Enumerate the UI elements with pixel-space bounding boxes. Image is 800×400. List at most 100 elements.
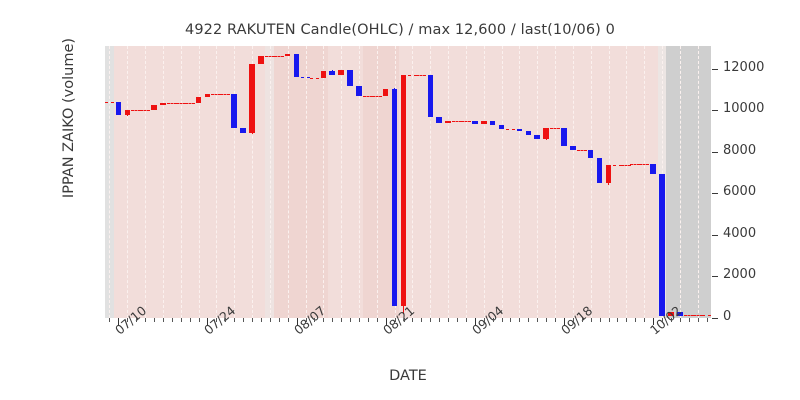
candle-body	[347, 69, 353, 87]
candle-body	[668, 311, 674, 316]
candle-doji	[166, 103, 177, 105]
candle-doji	[461, 120, 471, 122]
x-tick-major	[653, 318, 655, 325]
candle-doji	[371, 95, 382, 97]
gridline-vertical	[323, 46, 325, 318]
x-tick-major	[385, 318, 387, 325]
candle-doji	[184, 103, 195, 105]
x-tick-minor	[394, 318, 396, 322]
gridline-vertical	[377, 46, 379, 318]
x-tick-minor	[448, 318, 450, 322]
gridline-vertical	[306, 46, 308, 318]
candle-body	[427, 75, 434, 117]
x-tick-minor	[688, 318, 690, 322]
x-tick-minor	[314, 318, 316, 322]
candle-body	[231, 93, 237, 128]
x-tick-minor	[501, 318, 503, 322]
candle-body	[391, 88, 398, 306]
x-tick-minor	[216, 318, 218, 322]
candle-body	[534, 135, 540, 140]
y-tick-mark	[712, 68, 718, 70]
gridline-vertical	[698, 46, 700, 318]
candle-body	[605, 165, 612, 184]
candle-body	[472, 120, 478, 124]
x-tick-major	[296, 318, 298, 325]
candle-doji	[273, 56, 284, 58]
x-tick-minor	[269, 318, 271, 322]
background-band	[265, 46, 275, 318]
candle-doji	[621, 165, 632, 167]
x-tick-minor	[252, 318, 254, 322]
gridline-vertical	[555, 46, 557, 318]
x-tick-minor	[697, 318, 699, 322]
x-tick-minor	[590, 318, 592, 322]
x-tick-minor	[483, 318, 485, 322]
y-tick-label: 6000	[723, 184, 757, 200]
x-tick-minor	[171, 318, 173, 322]
candle-body	[293, 54, 300, 78]
gridline-vertical	[359, 46, 361, 318]
candle-doji	[105, 102, 115, 104]
candle-body	[160, 103, 166, 106]
candle-doji	[416, 75, 427, 77]
x-tick-minor	[439, 318, 441, 322]
x-tick-minor	[367, 318, 369, 322]
x-tick-minor	[510, 318, 512, 322]
candle-doji	[612, 165, 623, 167]
x-tick-minor	[341, 318, 343, 322]
x-tick-minor	[180, 318, 182, 322]
background-band	[274, 46, 328, 318]
y-tick-mark	[712, 318, 718, 319]
candle-body	[489, 120, 496, 125]
gridline-vertical	[430, 46, 432, 318]
y-tick-mark	[712, 193, 718, 195]
y-tick-mark	[712, 234, 718, 236]
y-tick-label: 12000	[723, 59, 765, 75]
background-band	[113, 46, 266, 318]
candle-body	[338, 69, 344, 76]
candle-doji	[550, 128, 560, 129]
x-tick-minor	[430, 318, 432, 322]
candle-doji	[452, 120, 462, 122]
candle-doji	[576, 149, 587, 151]
x-tick-minor	[555, 318, 557, 322]
candle-doji	[300, 77, 311, 79]
gridline-vertical	[626, 46, 628, 318]
gridline-vertical	[466, 46, 468, 318]
x-tick-minor	[234, 318, 236, 322]
x-tick-minor	[546, 318, 548, 322]
candle-body	[329, 70, 335, 76]
candle-body	[249, 63, 255, 134]
candle-body	[284, 54, 291, 57]
x-axis-label: DATE	[389, 368, 427, 384]
candle-body	[356, 86, 362, 96]
candle-body	[480, 120, 487, 124]
candle-body	[587, 149, 594, 159]
x-tick-minor	[198, 318, 200, 322]
candle-body	[400, 75, 407, 306]
x-tick-minor	[323, 318, 325, 322]
x-tick-minor	[706, 318, 708, 322]
x-tick-minor	[644, 318, 646, 322]
gridline-vertical	[199, 46, 201, 318]
candle-body	[596, 158, 603, 184]
candle-doji	[175, 103, 186, 105]
candle-doji	[701, 314, 711, 316]
x-tick-minor	[670, 318, 672, 322]
candle-body	[498, 124, 505, 130]
gridline-vertical	[216, 46, 218, 318]
x-tick-minor	[679, 318, 681, 322]
x-tick-minor	[127, 318, 129, 322]
gridline-vertical	[109, 46, 111, 318]
x-tick-minor	[189, 318, 191, 322]
x-tick-minor	[626, 318, 628, 322]
gridline-vertical	[145, 46, 147, 318]
x-tick-minor	[287, 318, 289, 322]
candle-doji	[211, 93, 222, 95]
y-tick-label: 10000	[723, 101, 765, 117]
y-tick-label: 2000	[723, 267, 757, 283]
x-tick-major	[207, 318, 209, 325]
x-tick-minor	[154, 318, 155, 322]
x-tick-minor	[465, 318, 467, 322]
